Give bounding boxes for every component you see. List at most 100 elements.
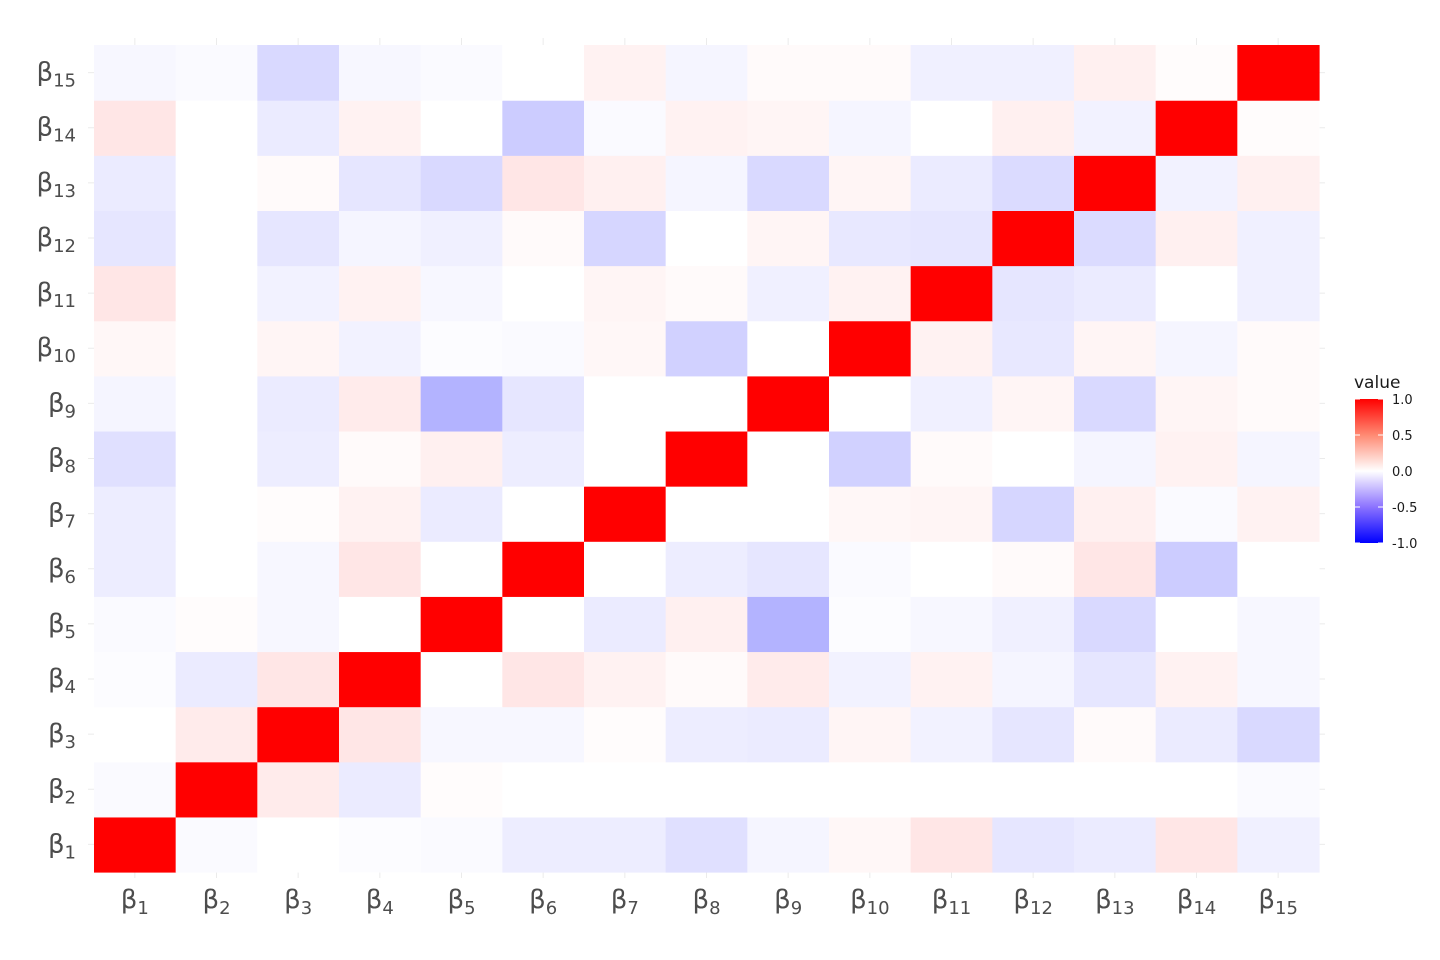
heatmap-cell [94, 596, 177, 653]
heatmap-cell [910, 155, 993, 211]
heatmap-cell [257, 320, 340, 377]
heatmap-cell [992, 155, 1075, 211]
legend: value 1.0 0.5 0.0 -0.5 -1.0 [1354, 373, 1417, 552]
heatmap-cell [1155, 596, 1238, 653]
heatmap-cell [257, 100, 340, 156]
y-tick-label: β13 [37, 168, 77, 202]
heatmap-cell [339, 100, 422, 156]
heatmap-cell [502, 375, 585, 432]
heatmap-cell [910, 265, 993, 322]
heatmap-cell [747, 100, 830, 156]
y-tick-label: β9 [48, 388, 76, 422]
heatmap-cell [175, 706, 258, 763]
heatmap-cell [584, 375, 667, 432]
heatmap-cell [94, 651, 177, 708]
heatmap-cell [94, 541, 177, 597]
heatmap-cell [420, 816, 503, 873]
x-tick-label: β2 [202, 885, 230, 919]
heatmap-cell [420, 651, 503, 708]
x-tick-label: β13 [1095, 885, 1135, 919]
x-axis-tick-labels: β1 β2 β3 β4 β5 β6 β7 β8 β9 β10 β11 β12 β13 β14 β15 [121, 885, 1298, 919]
heatmap-cell [665, 430, 748, 487]
y-tick-label: β12 [37, 223, 77, 257]
heatmap-cell [910, 430, 993, 487]
heatmap-cell [94, 155, 177, 211]
heatmap-cell [94, 761, 177, 818]
heatmap-cell [94, 375, 177, 432]
heatmap-cell [992, 265, 1075, 322]
heatmap-cell [94, 210, 177, 267]
heatmap-cell [339, 816, 422, 873]
heatmap-cell [257, 265, 340, 322]
heatmap-cell [1237, 265, 1320, 322]
heatmap-cell [584, 430, 667, 487]
y-tick-label: β15 [37, 58, 77, 92]
heatmap-cell [584, 816, 667, 873]
heatmap-cell [94, 706, 177, 763]
heatmap-cell [910, 816, 993, 873]
heatmap-cell [747, 596, 830, 653]
heatmap-cell [992, 761, 1075, 818]
heatmap-cell [829, 761, 912, 818]
heatmap-cell [339, 706, 422, 763]
heatmap-cell [584, 100, 667, 156]
heatmap-cell [257, 816, 340, 873]
heatmap-cell [665, 375, 748, 432]
heatmap-cell [1074, 706, 1157, 763]
heatmap-cell [420, 486, 503, 542]
heatmap-cell [1237, 320, 1320, 377]
x-tick-label: β11 [932, 885, 972, 919]
heatmap-cell [420, 706, 503, 763]
heatmap-cell [1155, 430, 1238, 487]
y-tick-label: β5 [48, 609, 76, 643]
y-tick-label: β2 [48, 774, 76, 808]
heatmap-cell [829, 155, 912, 211]
heatmap-cell [420, 761, 503, 818]
heatmap-cell [992, 375, 1075, 432]
heatmap-cell [1237, 100, 1320, 156]
heatmap-cell [829, 706, 912, 763]
heatmap-cell [257, 375, 340, 432]
heatmap-cell [1237, 210, 1320, 267]
heatmap-cell [747, 320, 830, 377]
heatmap-cell [747, 45, 830, 101]
heatmap-cell [257, 651, 340, 708]
heatmap-cell [747, 541, 830, 597]
y-tick-label: β11 [37, 278, 77, 312]
heatmap-cell [1074, 651, 1157, 708]
x-tick-label: β14 [1177, 885, 1217, 919]
heatmap-cell [257, 210, 340, 267]
y-tick-label: β1 [48, 829, 76, 863]
heatmap-cell [1155, 100, 1238, 156]
heatmap-cell [829, 100, 912, 156]
heatmap-cell [829, 320, 912, 377]
heatmap-cell [94, 430, 177, 487]
heatmap-cell [502, 486, 585, 542]
heatmap-cell [1155, 541, 1238, 597]
x-tick-label: β7 [611, 885, 639, 919]
heatmap-cell [829, 651, 912, 708]
heatmap-cell [257, 596, 340, 653]
heatmap-cell [1237, 596, 1320, 653]
heatmap-cell [175, 486, 258, 542]
heatmap-cell [420, 45, 503, 101]
heatmap-cell [502, 210, 585, 267]
heatmap-cell [584, 486, 667, 542]
heatmap-cell [992, 596, 1075, 653]
heatmap-cell [502, 430, 585, 487]
heatmap-cell [1155, 45, 1238, 101]
heatmap-cell [1155, 210, 1238, 267]
x-tick-label: β5 [447, 885, 475, 919]
heatmap-cell [665, 265, 748, 322]
heatmap-cell [992, 320, 1075, 377]
heatmap-cell [1155, 375, 1238, 432]
heatmap-cell [747, 706, 830, 763]
heatmap-cell [1155, 155, 1238, 211]
heatmap-cell [665, 100, 748, 156]
heatmap-cell [257, 430, 340, 487]
heatmap-cell [665, 45, 748, 101]
heatmap-cell [339, 541, 422, 597]
heatmap-cell [502, 596, 585, 653]
heatmap-cell [1155, 761, 1238, 818]
heatmap-cell [1237, 45, 1320, 101]
